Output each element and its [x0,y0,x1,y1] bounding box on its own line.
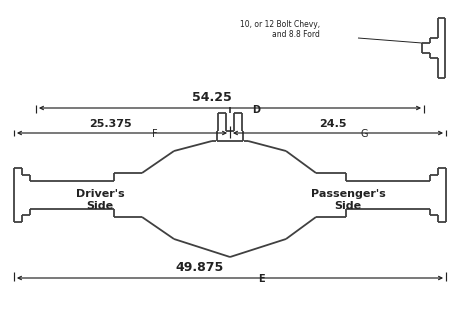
Text: Passenger's
Side: Passenger's Side [311,189,385,211]
Text: 49.875: 49.875 [176,261,224,274]
Text: E: E [258,274,265,284]
Text: 54.25: 54.25 [192,91,232,104]
Text: 24.5: 24.5 [319,119,347,129]
Text: 10, or 12 Bolt Chevy,
and 8.8 Ford: 10, or 12 Bolt Chevy, and 8.8 Ford [240,20,320,39]
Text: D: D [252,105,260,115]
Text: F: F [152,129,158,139]
Text: G: G [360,129,367,139]
Text: Driver's
Side: Driver's Side [76,189,124,211]
Text: 25.375: 25.375 [89,119,131,129]
